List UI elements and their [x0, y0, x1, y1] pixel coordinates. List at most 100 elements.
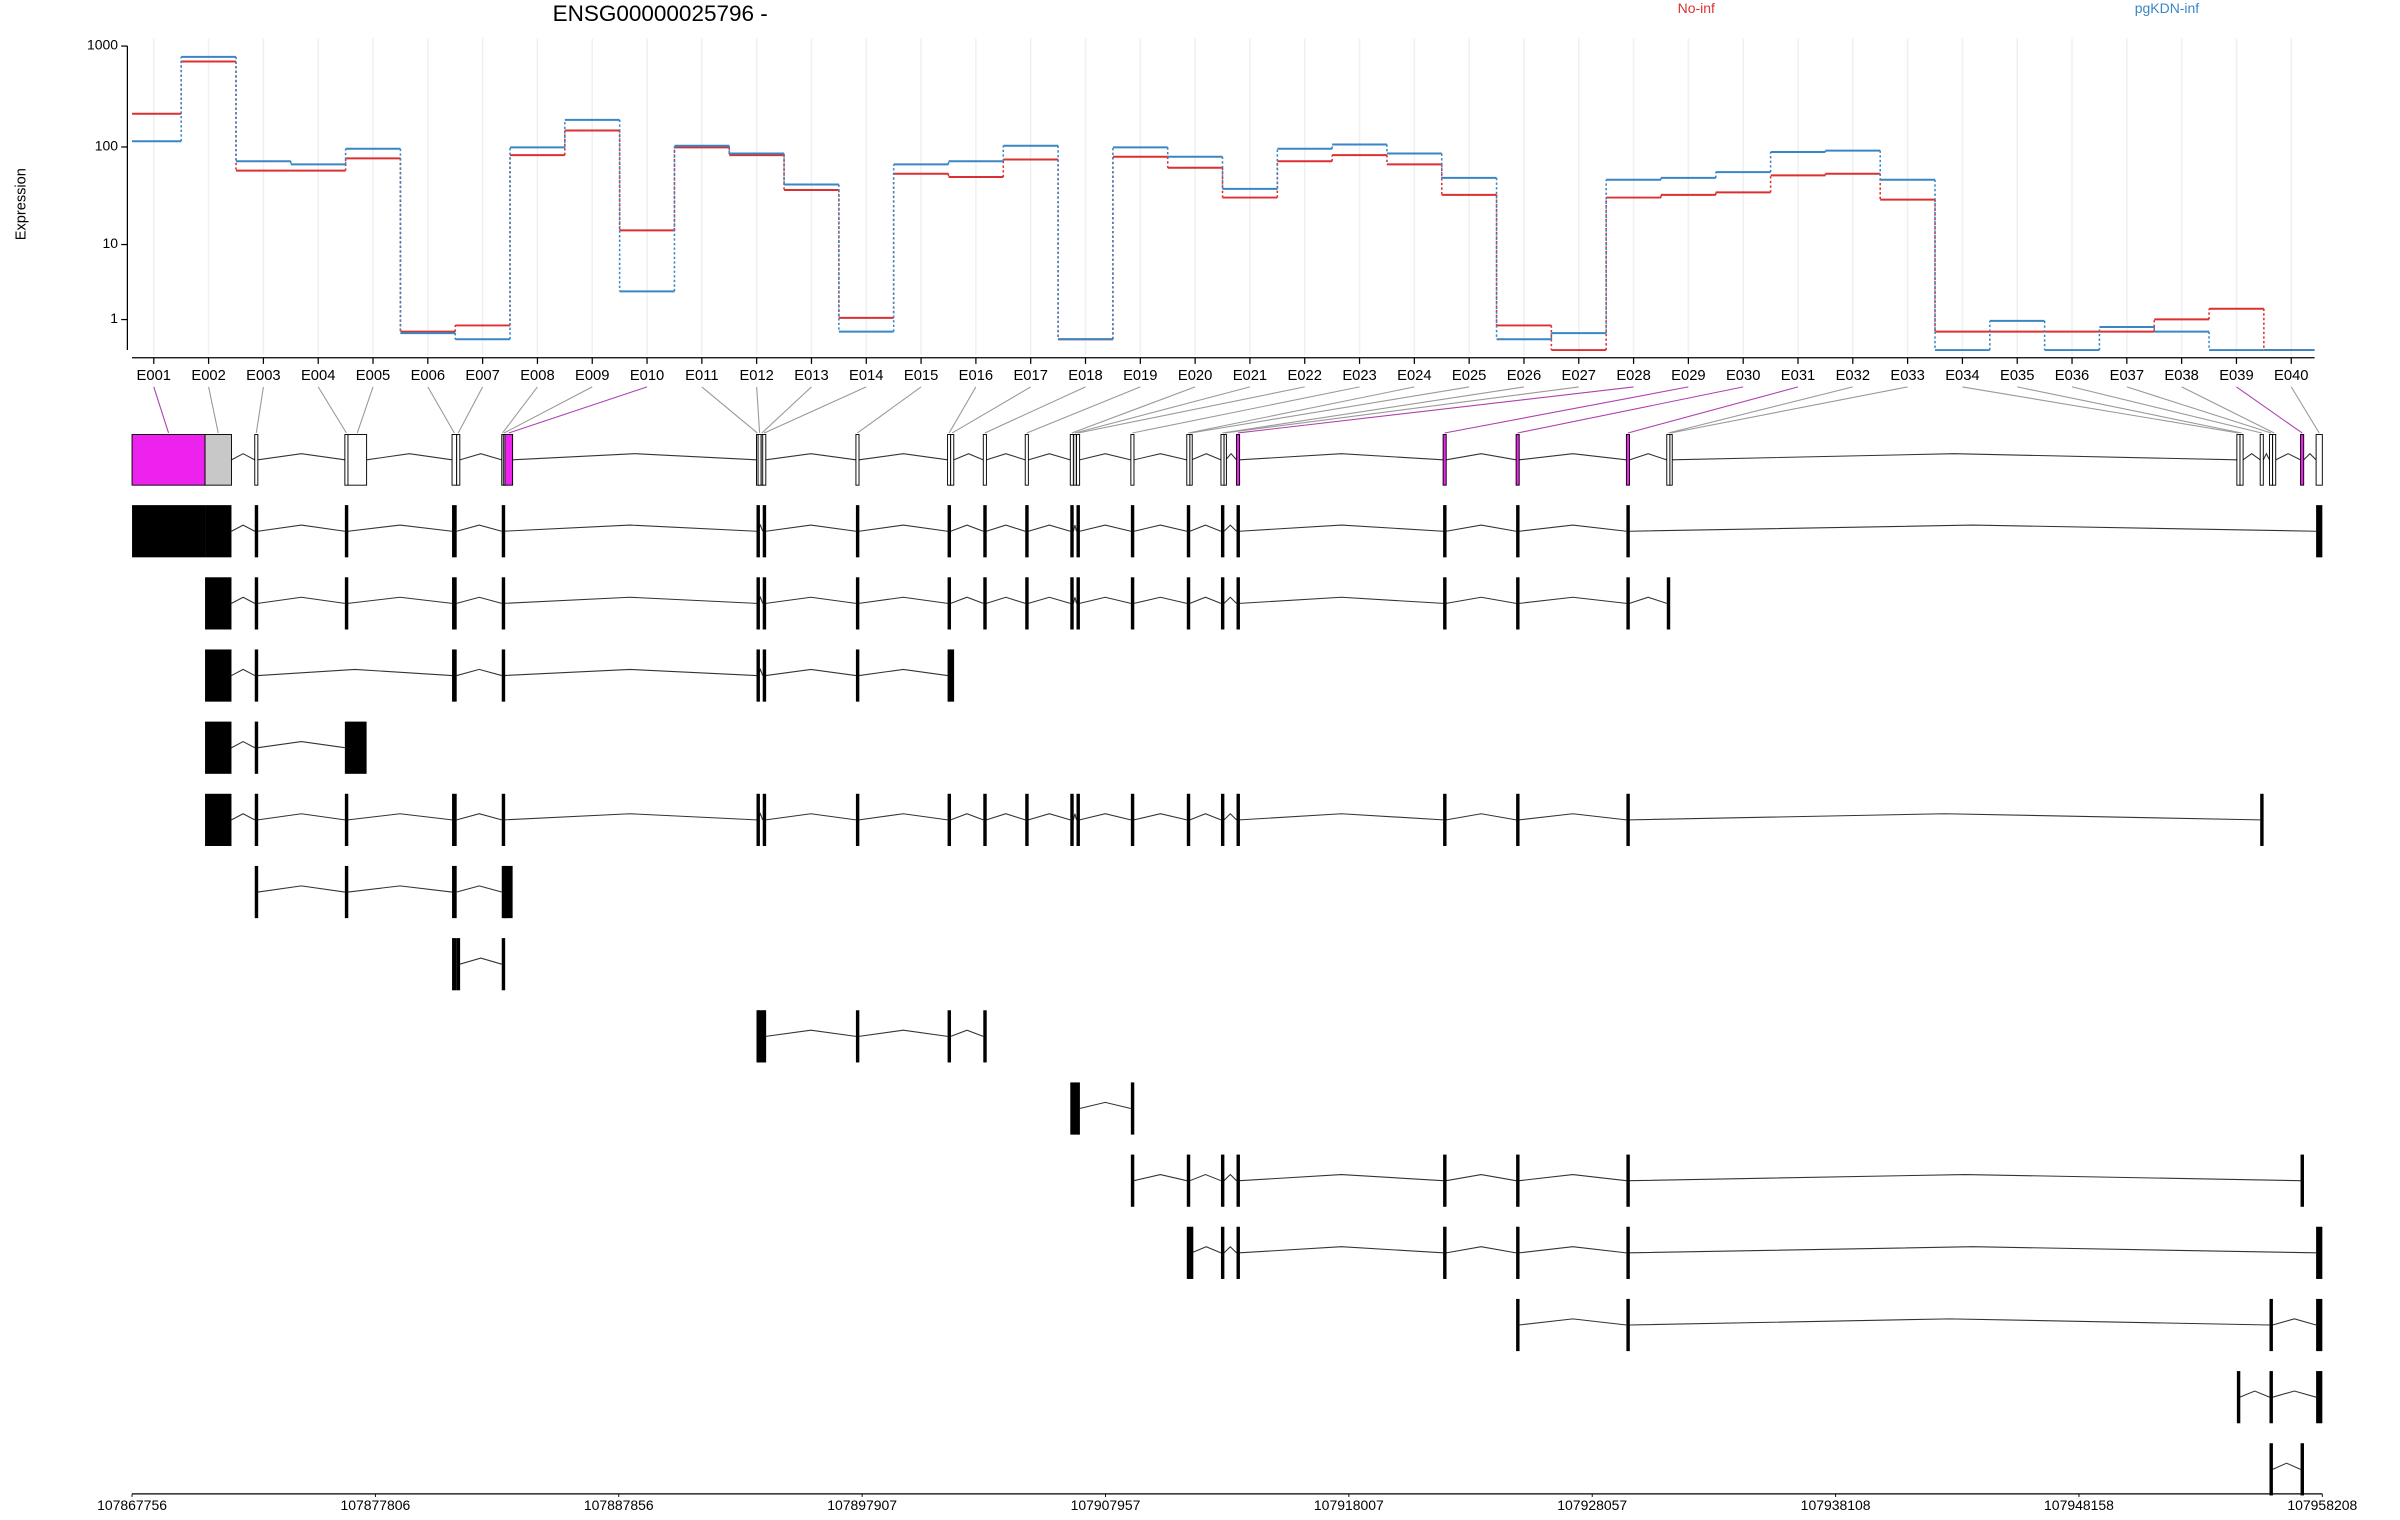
transcript-intron	[1519, 1246, 1627, 1254]
exon-connector	[2017, 386, 2242, 434]
intron	[366, 453, 453, 461]
exon-bin	[254, 434, 259, 486]
transcript-exon	[205, 577, 232, 630]
transcript-intron	[1519, 596, 1627, 604]
x-tick-label: E029	[1671, 368, 1705, 384]
transcript-exon	[452, 505, 457, 558]
exon-bin	[204, 434, 232, 486]
transcript-intron	[257, 668, 453, 677]
exon-connector	[2236, 386, 2303, 434]
transcript-exon	[983, 505, 987, 558]
transcript-exon	[1070, 1082, 1074, 1135]
transcript-exon	[1443, 505, 1447, 558]
transcript-exon	[452, 577, 457, 630]
y-tick-label: 1	[110, 310, 118, 326]
transcript-intron	[950, 813, 984, 821]
transcript-exon	[1626, 505, 1630, 558]
transcript-intron	[858, 813, 948, 821]
transcript-exon	[1220, 793, 1225, 846]
transcript-intron	[1223, 1173, 1237, 1182]
exon-bin	[347, 434, 368, 486]
exon-connector	[764, 386, 867, 434]
transcript-exon	[1186, 1226, 1191, 1279]
x-tick-label: E036	[2055, 368, 2089, 384]
x-tick-label: E039	[2219, 368, 2253, 384]
transcript-exon	[2260, 793, 2264, 846]
transcript-intron	[950, 1029, 984, 1037]
transcript-intron	[231, 668, 256, 677]
exon-connector	[2126, 386, 2272, 434]
transcript-intron	[858, 1029, 948, 1037]
exon-bin	[456, 434, 461, 486]
exon-bin	[1666, 434, 1671, 486]
intron	[257, 453, 345, 461]
transcript-exon	[2316, 505, 2323, 558]
transcript-exon	[762, 1010, 767, 1063]
exon-bin	[1189, 434, 1193, 486]
transcript-exon	[947, 1010, 951, 1063]
transcript-intron	[1446, 813, 1517, 821]
intron	[858, 453, 948, 461]
x-tick-label: E008	[520, 368, 554, 384]
x-tick-label: E017	[1013, 368, 1047, 384]
transcript-exon	[452, 649, 457, 702]
transcript-exon	[855, 793, 860, 846]
transcript-exon	[1186, 1154, 1191, 1207]
chart-title: ENSG00000025796 -	[553, 1, 768, 26]
transcript-exon	[254, 505, 259, 558]
transcript-intron	[858, 596, 948, 604]
transcript-exon	[762, 505, 767, 558]
transcript-intron	[1072, 524, 1078, 532]
y-tick-label: 1000	[87, 37, 118, 53]
transcript-intron	[456, 885, 502, 893]
intron	[1191, 453, 1222, 461]
transcript-exon	[344, 505, 349, 558]
transcript-exon	[254, 793, 259, 846]
transcript-intron	[1072, 597, 1078, 604]
transcript-exon	[456, 938, 461, 991]
transcript-exon	[947, 577, 951, 630]
transcript-intron	[1028, 524, 1071, 532]
transcript-exon	[344, 577, 349, 630]
genomic-tick-label: 107948158	[2044, 1497, 2114, 1513]
exon-bin	[2239, 434, 2244, 486]
transcript-exon	[758, 1010, 762, 1063]
transcript-intron	[1239, 1174, 1444, 1182]
transcript-intron	[257, 596, 345, 604]
exon-bin	[1024, 434, 1029, 486]
genomic-tick-label: 107928057	[1557, 1497, 1627, 1513]
transcript-intron	[1079, 1101, 1131, 1110]
transcript-exon	[1025, 793, 1029, 846]
transcript-exon	[1220, 1226, 1225, 1279]
exon-bin	[982, 434, 987, 486]
transcript-intron	[2272, 1462, 2301, 1470]
transcript-exon	[762, 577, 767, 630]
transcript-exon	[1516, 1298, 1520, 1352]
x-tick-label: E020	[1178, 368, 1212, 384]
transcript-intron	[765, 1029, 856, 1037]
exon-bin	[1625, 434, 1630, 486]
transcript-exon	[855, 577, 860, 630]
transcript-intron	[765, 596, 856, 604]
transcript-intron	[503, 596, 757, 604]
transcript-exon	[1666, 577, 1671, 630]
transcript-intron	[1191, 1246, 1222, 1254]
exon-connector	[1237, 386, 1634, 434]
exon-connector	[1077, 386, 1305, 434]
genomic-tick-label: 107907957	[1071, 1497, 1141, 1513]
transcript-exon	[2300, 1154, 2304, 1207]
legend-label: No-inf	[1678, 0, 1715, 16]
transcript-intron	[1079, 524, 1131, 532]
exon-bin	[762, 434, 767, 486]
transcript-intron	[765, 813, 856, 821]
transcript-intron	[1446, 524, 1517, 532]
intron	[2242, 453, 2261, 461]
transcript-intron	[950, 596, 984, 604]
exon-connector	[1074, 386, 1251, 434]
exon-connector	[1670, 386, 1908, 434]
transcript-intron	[1446, 596, 1517, 604]
exon-bin	[1515, 434, 1520, 486]
transcript-exon	[756, 577, 760, 630]
